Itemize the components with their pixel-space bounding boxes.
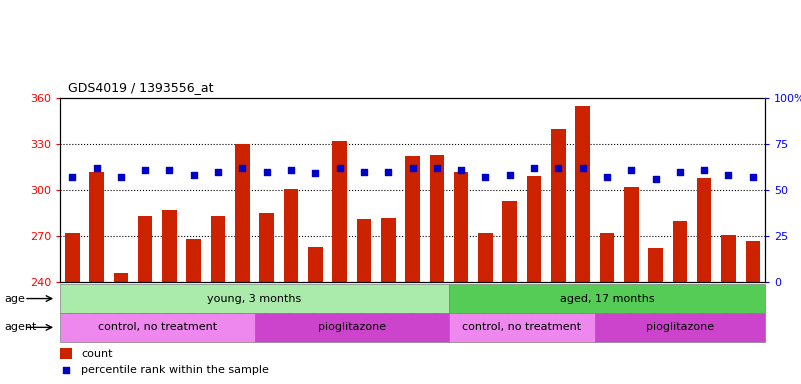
Point (528, 165, 541, 171)
Point (503, 172, 516, 179)
Point (479, 174, 492, 180)
Bar (381, 218, 396, 282)
Bar (255, 313, 449, 342)
Text: GDS4019 / 1393556_at: GDS4019 / 1393556_at (68, 81, 214, 94)
Point (601, 174, 614, 180)
Point (552, 165, 565, 171)
Bar (211, 216, 225, 282)
Bar (65, 233, 79, 282)
Bar (235, 144, 250, 282)
Text: control, no treatment: control, no treatment (462, 322, 582, 333)
Bar (721, 235, 736, 282)
Bar (60, 313, 255, 342)
Bar (595, 313, 765, 342)
Bar (449, 313, 595, 342)
Bar (527, 176, 541, 282)
Bar (624, 187, 638, 282)
Point (406, 165, 419, 171)
Bar (162, 210, 177, 282)
Point (698, 167, 710, 173)
Bar (746, 241, 760, 282)
Point (236, 165, 249, 171)
Bar (429, 155, 444, 282)
Bar (260, 213, 274, 282)
Text: age: age (4, 293, 25, 304)
Text: percentile rank within the sample: percentile rank within the sample (81, 364, 269, 375)
Bar (60, 349, 72, 359)
Point (163, 167, 176, 173)
Point (284, 167, 297, 173)
Point (309, 170, 322, 177)
Bar (575, 106, 590, 282)
Bar (284, 189, 298, 282)
Text: aged, 17 months: aged, 17 months (560, 293, 654, 304)
Bar (449, 284, 765, 313)
Bar (405, 156, 420, 282)
Bar (60, 284, 449, 313)
Point (430, 165, 443, 171)
Point (625, 167, 638, 173)
Bar (600, 233, 614, 282)
Bar (187, 239, 201, 282)
Point (260, 169, 273, 175)
Text: pioglitazone: pioglitazone (646, 322, 714, 333)
Point (66, 174, 78, 180)
Bar (551, 129, 566, 282)
Bar (454, 172, 469, 282)
Point (333, 165, 346, 171)
Point (91, 165, 103, 171)
Point (187, 172, 200, 179)
Point (115, 174, 127, 180)
Point (211, 169, 224, 175)
Bar (502, 201, 517, 282)
Bar (673, 221, 687, 282)
Point (649, 176, 662, 182)
Point (357, 169, 370, 175)
Point (576, 165, 589, 171)
Point (747, 174, 759, 180)
Bar (697, 178, 711, 282)
Text: young, 3 months: young, 3 months (207, 293, 302, 304)
Bar (332, 141, 347, 282)
Bar (138, 216, 152, 282)
Point (139, 167, 151, 173)
Point (60, 366, 73, 372)
Point (674, 169, 686, 175)
Text: control, no treatment: control, no treatment (98, 322, 217, 333)
Text: pioglitazone: pioglitazone (318, 322, 386, 333)
Bar (478, 233, 493, 282)
Bar (648, 248, 663, 282)
Text: agent: agent (4, 322, 36, 333)
Text: count: count (81, 349, 113, 359)
Point (382, 169, 395, 175)
Bar (89, 172, 104, 282)
Bar (308, 247, 323, 282)
Point (722, 172, 735, 179)
Point (455, 167, 468, 173)
Bar (114, 273, 128, 282)
Bar (356, 219, 371, 282)
